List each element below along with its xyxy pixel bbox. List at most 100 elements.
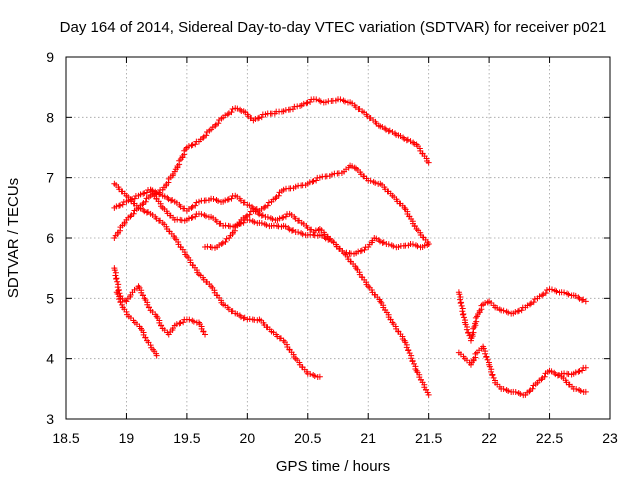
series-track-4 <box>111 180 323 380</box>
data-point <box>272 195 279 202</box>
data-point <box>576 368 583 375</box>
data-point <box>137 205 144 212</box>
data-point <box>288 227 295 234</box>
data-point <box>117 299 124 306</box>
data-point <box>512 309 519 316</box>
data-point <box>358 247 365 254</box>
data-point <box>377 238 384 245</box>
data-point <box>582 388 589 395</box>
data-point <box>228 109 235 116</box>
y-tick-label: 5 <box>46 290 54 306</box>
data-point <box>258 212 265 219</box>
data-point <box>548 286 555 293</box>
data-point <box>131 195 138 202</box>
data-point <box>210 195 217 202</box>
data-point <box>141 208 148 215</box>
data-point <box>425 391 432 398</box>
data-point <box>200 135 207 142</box>
data-point <box>401 135 408 142</box>
data-point <box>414 243 421 250</box>
data-point <box>279 214 286 221</box>
data-points <box>111 96 589 399</box>
data-point <box>188 214 195 221</box>
data-point <box>264 214 271 221</box>
y-tick-label: 7 <box>46 170 54 186</box>
data-point <box>222 112 229 119</box>
data-point <box>215 120 222 127</box>
data-point <box>140 190 147 197</box>
data-point <box>577 388 584 395</box>
y-tick-label: 3 <box>46 411 54 427</box>
data-point <box>367 177 374 184</box>
data-point <box>189 203 196 210</box>
data-point <box>389 129 396 136</box>
grid <box>66 57 610 419</box>
data-point <box>304 99 311 106</box>
data-point <box>190 318 197 325</box>
data-point <box>255 209 262 216</box>
data-point <box>500 307 507 314</box>
data-point <box>248 203 255 210</box>
data-point <box>224 111 231 118</box>
data-point <box>390 243 397 250</box>
data-point <box>225 196 232 203</box>
data-point <box>541 373 548 380</box>
data-point <box>403 344 410 351</box>
data-point <box>408 355 415 362</box>
data-point <box>518 307 525 314</box>
data-point <box>463 326 470 333</box>
data-point <box>236 220 243 227</box>
data-point <box>531 296 538 303</box>
data-point <box>282 223 289 230</box>
axis-ticks: 18.5 19 19.5 20 20.5 21 21.5 22 22.5 23 3 4 5 6 7 8 9 <box>46 49 618 446</box>
data-point <box>375 237 382 244</box>
y-tick-label: 8 <box>46 109 54 125</box>
x-tick-label: 23 <box>602 430 618 446</box>
data-point <box>309 178 316 185</box>
data-point <box>188 204 195 211</box>
data-point <box>482 350 489 357</box>
data-point <box>113 275 120 282</box>
data-point <box>461 314 468 321</box>
data-point <box>575 368 582 375</box>
data-point <box>258 114 265 121</box>
data-point <box>258 220 265 227</box>
data-point <box>215 197 222 204</box>
data-point <box>321 233 328 240</box>
data-point <box>465 329 472 336</box>
data-point <box>425 159 432 166</box>
data-point <box>119 201 126 208</box>
data-point <box>538 376 545 383</box>
data-point <box>262 203 269 210</box>
data-point <box>251 219 258 226</box>
data-point <box>225 110 232 117</box>
data-point <box>516 307 523 314</box>
data-point <box>223 235 230 242</box>
series-track-3 <box>202 207 432 257</box>
data-point <box>234 105 241 112</box>
data-point <box>185 215 192 222</box>
data-point <box>252 115 259 122</box>
data-point <box>282 213 289 220</box>
data-point <box>185 205 192 212</box>
x-tick-label: 22 <box>481 430 497 446</box>
data-point <box>299 231 306 238</box>
chart-title: Day 164 of 2014, Sidereal Day-to-day VTE… <box>60 19 607 36</box>
data-point <box>424 242 431 249</box>
data-point <box>306 179 313 186</box>
y-axis-label: SDTVAR / TECUs <box>5 178 22 298</box>
data-point <box>139 201 146 208</box>
data-point <box>115 202 122 209</box>
data-point <box>392 130 399 137</box>
data-point <box>407 138 414 145</box>
data-point <box>313 177 320 184</box>
series-track-8 <box>455 286 589 344</box>
x-tick-label: 22.5 <box>536 430 563 446</box>
data-point <box>280 214 287 221</box>
data-point <box>118 301 125 308</box>
data-point <box>218 241 225 248</box>
data-point <box>140 206 147 213</box>
data-point <box>528 300 535 307</box>
x-tick-label: 20.5 <box>294 430 321 446</box>
